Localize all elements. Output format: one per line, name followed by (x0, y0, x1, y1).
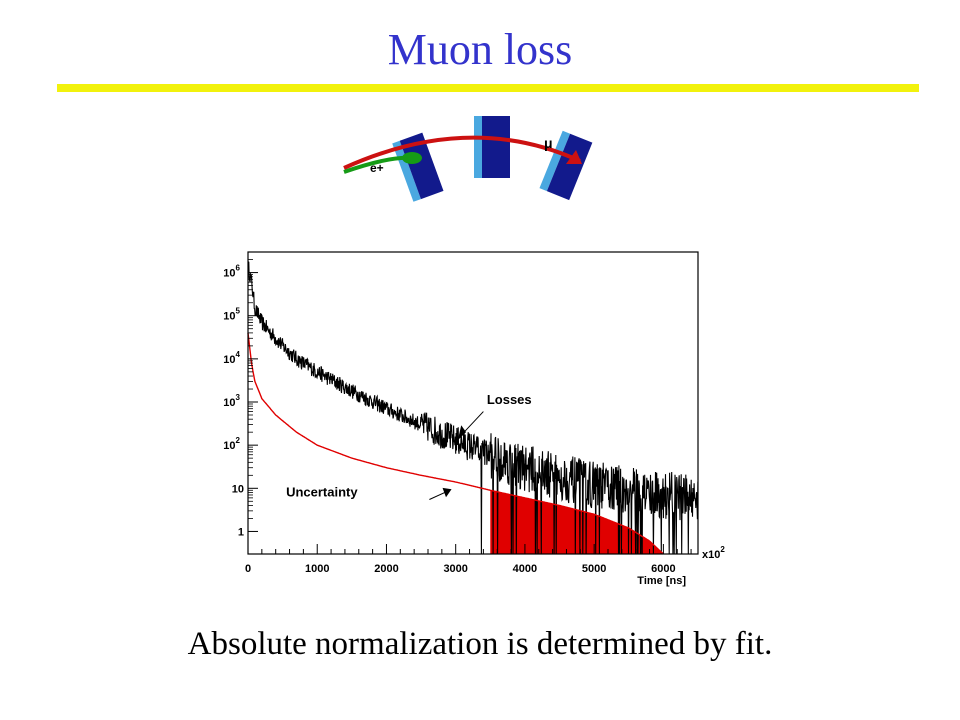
x-tick-label: 2000 (374, 563, 398, 575)
annotation-uncertainty-arrowhead (442, 487, 452, 498)
detector-left-scintillator (392, 140, 421, 202)
series-uncertainty-line (247, 332, 664, 555)
y-tick-label: 103 (223, 393, 240, 409)
x-tick-label: 5000 (582, 563, 606, 575)
detector-middle (474, 116, 510, 178)
chart-background (210, 238, 758, 598)
y-tick-label: 1 (238, 526, 244, 538)
x-tick-label: 1000 (305, 563, 329, 575)
decay-histogram-chart: 0 1000 2000 3000 4000 5000 6000 1 10 102 103 104 105… (210, 238, 758, 598)
detector-right-block (546, 133, 593, 201)
slide-caption: Absolute normalization is determined by … (187, 626, 773, 662)
y-tick-label: 10 (232, 483, 244, 495)
x-tick-label: 0 (245, 563, 251, 575)
detector-left-block (399, 132, 444, 200)
series-losses-line (247, 260, 699, 555)
x-axis-label: Time [ns] (637, 575, 686, 587)
annotation-losses-arrowhead (457, 425, 467, 441)
muon-track (343, 135, 581, 170)
detector-middle-block (482, 116, 510, 178)
x-tick-label: 6000 (651, 563, 675, 575)
detector-right-scintillator (539, 130, 571, 192)
x-multiplier-label: x102 (702, 545, 725, 561)
y-tick-label: 102 (223, 436, 240, 452)
annotation-uncertainty: Uncertainty (286, 484, 358, 499)
y-tick-label: 106 (223, 264, 240, 280)
y-tick-label: 104 (223, 350, 240, 366)
x-tick-label: 3000 (443, 563, 467, 575)
detector-middle-scintillator (474, 116, 482, 178)
slide-title: Muon loss (387, 25, 573, 74)
uncertainty-fill-area (490, 490, 664, 554)
electron-label: e+ (370, 161, 384, 175)
title-underline (57, 84, 919, 92)
decay-histogram-svg: 0 1000 2000 3000 4000 5000 6000 1 10 102 103 104 105… (210, 238, 758, 598)
x-tick-label: 4000 (513, 563, 537, 575)
detector-left (392, 132, 444, 202)
electron-shower (402, 152, 422, 164)
muon-detector-diagram: μ e+ (343, 116, 593, 202)
muon-arrowhead (566, 150, 582, 164)
muon-label: μ (544, 135, 553, 151)
y-tick-label: 105 (223, 307, 240, 323)
annotation-losses: Losses (487, 392, 532, 407)
detector-right (539, 130, 593, 201)
plot-frame (247, 251, 699, 555)
